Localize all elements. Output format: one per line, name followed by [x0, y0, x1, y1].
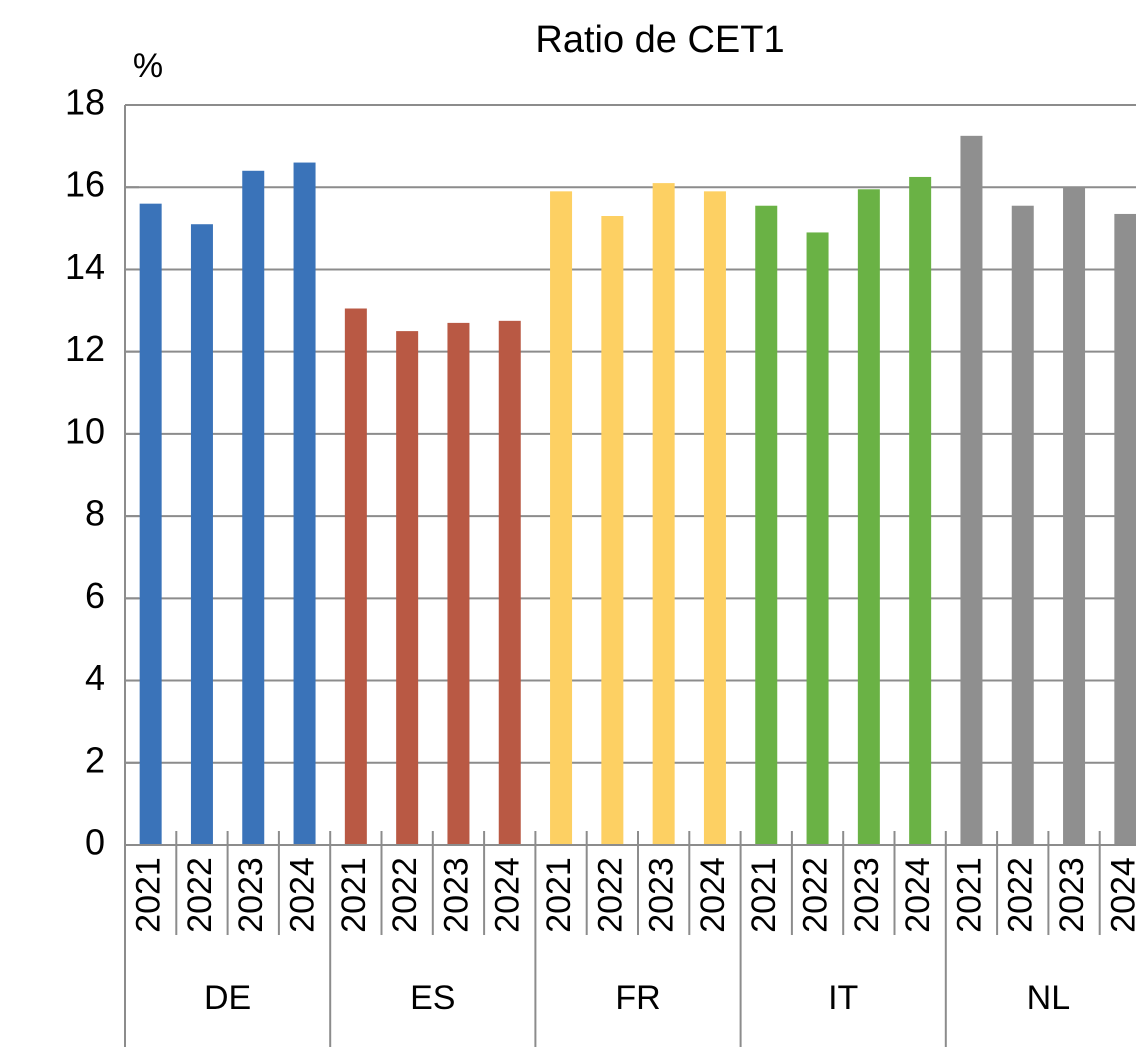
bar	[190, 224, 213, 845]
group-label: ES	[410, 979, 455, 1017]
y-tick-label: 12	[65, 328, 105, 369]
bar	[550, 191, 573, 846]
x-tick-label: 2023	[848, 857, 886, 933]
x-tick-label: 2023	[437, 857, 475, 933]
bar	[1114, 213, 1136, 845]
y-tick-label: 6	[85, 575, 105, 616]
x-tick-label: 2022	[1002, 857, 1040, 933]
bar	[755, 205, 778, 845]
y-tick-label: 8	[85, 493, 105, 534]
x-tick-label: 2024	[899, 857, 937, 933]
bar	[1063, 187, 1086, 845]
y-tick-label: 10	[65, 410, 105, 451]
x-tick-label: 2022	[591, 857, 629, 933]
bar	[1011, 205, 1034, 845]
y-tick-label: 4	[85, 657, 105, 698]
y-tick-label: 14	[65, 246, 105, 287]
x-tick-label: 2023	[232, 857, 270, 933]
bar	[396, 331, 419, 846]
bar	[447, 322, 470, 845]
bar	[652, 183, 675, 846]
x-tick-label: 2022	[797, 857, 835, 933]
group-label: DE	[204, 979, 251, 1017]
group-label: NL	[1027, 979, 1070, 1017]
x-tick-label: 2024	[1104, 857, 1136, 933]
x-tick-label: 2021	[335, 857, 373, 933]
bar	[344, 308, 367, 845]
y-axis-label: %	[133, 47, 163, 85]
group-label: FR	[615, 979, 660, 1017]
bar	[703, 191, 726, 846]
x-tick-label: 2021	[130, 857, 168, 933]
y-tick-label: 2	[85, 739, 105, 780]
y-tick-label: 16	[65, 164, 105, 205]
bar	[601, 216, 624, 845]
bar	[242, 170, 265, 845]
bar	[806, 232, 829, 845]
y-tick-label: 18	[65, 82, 105, 123]
x-tick-label: 2022	[386, 857, 424, 933]
x-tick-label: 2023	[643, 857, 681, 933]
x-tick-label: 2024	[284, 857, 322, 933]
chart-title: Ratio de CET1	[535, 19, 784, 61]
bar	[857, 189, 880, 845]
bar	[909, 176, 932, 845]
x-tick-label: 2021	[540, 857, 578, 933]
x-tick-label: 2022	[181, 857, 219, 933]
group-label: IT	[828, 979, 858, 1017]
x-tick-label: 2021	[745, 857, 783, 933]
x-tick-label: 2024	[694, 857, 732, 933]
bar	[960, 135, 983, 846]
x-tick-label: 2024	[489, 857, 527, 933]
x-tick-label: 2023	[1053, 857, 1091, 933]
bar	[498, 320, 521, 845]
x-tick-label: 2021	[950, 857, 988, 933]
bar	[293, 162, 316, 846]
bar	[139, 203, 162, 845]
y-tick-label: 0	[85, 822, 105, 863]
